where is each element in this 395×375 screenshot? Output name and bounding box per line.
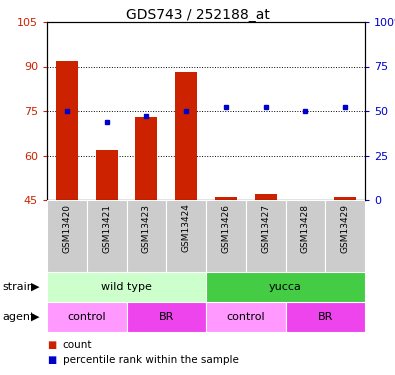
Text: GSM13420: GSM13420 [62, 204, 71, 253]
Text: GSM13421: GSM13421 [102, 204, 111, 253]
Bar [255, 194, 276, 200]
Bar [47, 272, 206, 302]
Bar [47, 302, 126, 332]
Text: GSM13427: GSM13427 [261, 204, 270, 253]
Bar [286, 302, 365, 332]
Text: GSM13426: GSM13426 [221, 204, 230, 253]
Text: strain: strain [2, 282, 34, 292]
Text: GSM13428: GSM13428 [301, 204, 310, 253]
Text: GSM13429: GSM13429 [340, 204, 350, 253]
Text: ▶: ▶ [30, 282, 39, 292]
Bar [215, 197, 237, 200]
Bar [175, 72, 197, 200]
Text: ■: ■ [47, 340, 56, 350]
Bar [96, 150, 118, 200]
Text: count: count [63, 340, 92, 350]
Text: control: control [68, 312, 106, 322]
Text: BR: BR [318, 312, 333, 322]
Bar [47, 200, 87, 272]
Bar [325, 200, 365, 272]
Bar [135, 117, 157, 200]
Bar [206, 272, 365, 302]
Bar [206, 302, 286, 332]
Text: ▶: ▶ [30, 312, 39, 322]
Text: yucca: yucca [269, 282, 302, 292]
Text: agent: agent [2, 312, 34, 322]
Bar [286, 200, 325, 272]
Text: control: control [226, 312, 265, 322]
Bar [87, 200, 126, 272]
Bar [126, 200, 166, 272]
Text: ■: ■ [47, 355, 56, 365]
Bar [126, 302, 206, 332]
Text: GSM13423: GSM13423 [142, 204, 151, 253]
Bar [56, 61, 78, 200]
Text: BR: BR [158, 312, 174, 322]
Bar [246, 200, 286, 272]
Text: percentile rank within the sample: percentile rank within the sample [63, 355, 239, 365]
Bar [206, 200, 246, 272]
Bar [166, 200, 206, 272]
Text: GDS743 / 252188_at: GDS743 / 252188_at [126, 8, 269, 22]
Text: GSM13424: GSM13424 [182, 204, 191, 252]
Bar [334, 197, 356, 200]
Text: wild type: wild type [101, 282, 152, 292]
